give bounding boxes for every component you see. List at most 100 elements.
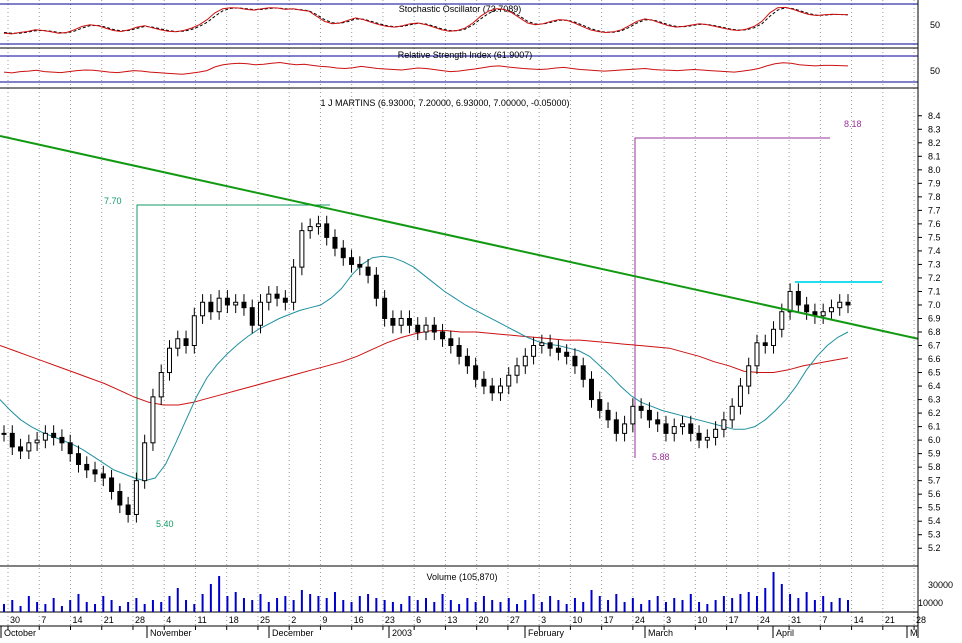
volume-tick-10000: 10000 xyxy=(918,598,943,608)
price-tick-label: 5.4 xyxy=(928,516,941,526)
candle-body xyxy=(125,504,131,515)
chart-title: 1 J MARTINS (6.93000, 7.20000, 6.93000, … xyxy=(320,98,569,108)
candle-body xyxy=(729,405,735,421)
stochastic-k-line xyxy=(3,6,849,35)
date-tick-label: 7 xyxy=(41,615,46,625)
candle-body xyxy=(415,324,421,333)
candle-body xyxy=(762,342,768,347)
price-tick-label: 5.2 xyxy=(928,543,941,553)
gridlines xyxy=(7,0,915,626)
candle-body xyxy=(779,311,785,330)
candle-body xyxy=(754,342,760,367)
candle-body xyxy=(382,297,388,319)
candle-body xyxy=(324,223,330,238)
volume-label: Volume (105,870) xyxy=(426,572,497,582)
price-tick-label: 8.1 xyxy=(928,151,941,161)
support-bracket-line xyxy=(136,204,330,497)
candle-body xyxy=(680,423,686,428)
target-bracket-line xyxy=(634,137,830,458)
downtrend-line xyxy=(0,135,919,340)
annotation-5-88: 5.88 xyxy=(652,452,670,462)
date-tick-label: 3 xyxy=(666,615,671,625)
date-tick-label: 23 xyxy=(385,615,395,625)
candle-body xyxy=(597,399,603,411)
price-tick-label: 5.7 xyxy=(928,476,941,486)
candle-body xyxy=(258,301,264,326)
candle-body xyxy=(9,432,15,448)
candle-body xyxy=(514,365,520,376)
date-tick-label: 18 xyxy=(229,615,239,625)
candle-body xyxy=(531,345,537,357)
candle-body xyxy=(804,304,810,313)
candle-body xyxy=(456,345,462,357)
candle-body xyxy=(266,293,272,303)
candle-body xyxy=(828,307,834,313)
candle-body xyxy=(845,301,851,306)
month-label: November xyxy=(150,628,192,638)
candle-body xyxy=(746,365,752,387)
long-moving-average-line xyxy=(0,330,849,406)
price-tick-label: 6.4 xyxy=(928,381,941,391)
short-moving-average-line xyxy=(0,255,849,482)
candle-body xyxy=(282,297,288,303)
candle-body xyxy=(555,347,561,353)
candle-body xyxy=(704,436,710,441)
candle-body xyxy=(373,274,379,299)
candle-body xyxy=(663,423,669,434)
rsi-line xyxy=(3,61,849,75)
price-tick-label: 7.0 xyxy=(928,300,941,310)
date-tick-label: 14 xyxy=(72,615,82,625)
stochastic-d-line xyxy=(3,7,849,34)
candle-body xyxy=(655,419,661,425)
month-label: April xyxy=(776,628,794,638)
rsi-tick-50: 50 xyxy=(930,66,940,76)
date-tick-label: 31 xyxy=(791,615,801,625)
candle-body xyxy=(737,385,743,407)
candle-body xyxy=(200,301,206,317)
candle-body xyxy=(431,324,437,333)
stochastic-tick-50: 50 xyxy=(930,20,940,30)
candle-body xyxy=(59,436,65,444)
candle-body xyxy=(216,297,222,313)
price-overlays: 7.70 5.40 8.18 5.88 xyxy=(104,119,862,529)
price-tick-label: 7.8 xyxy=(928,192,941,202)
candle-body xyxy=(464,355,470,367)
candle-body xyxy=(646,409,652,421)
candle-body xyxy=(489,385,495,394)
candle-body xyxy=(349,257,355,265)
candle-body xyxy=(158,372,164,398)
date-tick-label: 30 xyxy=(10,615,20,625)
candle-body xyxy=(605,409,611,421)
price-tick-label: 7.3 xyxy=(928,259,941,269)
stochastic-label: Stochastic Oscillator (73.7089) xyxy=(399,4,522,14)
price-tick-label: 7.2 xyxy=(928,273,941,283)
price-tick-label: 5.6 xyxy=(928,489,941,499)
candlesticks xyxy=(1,215,851,523)
price-tick-label: 6.5 xyxy=(928,368,941,378)
candle-body xyxy=(398,317,404,326)
price-tick-label: 6.0 xyxy=(928,435,941,445)
month-label: M xyxy=(910,628,918,638)
date-tick-label: 20 xyxy=(479,615,489,625)
price-tick-label: 8.4 xyxy=(928,111,941,121)
price-tick-label: 8.3 xyxy=(928,124,941,134)
candle-body xyxy=(671,426,677,434)
date-tick-label: 17 xyxy=(729,615,739,625)
price-tick-label: 5.3 xyxy=(928,530,941,540)
candle-body xyxy=(506,374,512,387)
candle-body xyxy=(109,477,115,492)
date-tick-label: 16 xyxy=(354,615,364,625)
date-tick-label: 28 xyxy=(916,615,926,625)
volume-bars xyxy=(3,572,849,612)
candle-body xyxy=(481,378,487,387)
date-tick-label: 24 xyxy=(760,615,770,625)
date-tick-label: 4 xyxy=(166,615,171,625)
candle-body xyxy=(771,328,777,347)
candle-body xyxy=(696,432,702,441)
price-axis: 8.4 8.3 8.2 8.1 8.0 7.9 7.8 7.7 7.6 7.5 7.4 7.3 7.2 7… xyxy=(918,111,941,553)
candle-body xyxy=(274,293,280,299)
price-tick-label: 6.2 xyxy=(928,408,941,418)
price-tick-label: 6.8 xyxy=(928,327,941,337)
price-tick-label: 6.6 xyxy=(928,354,941,364)
